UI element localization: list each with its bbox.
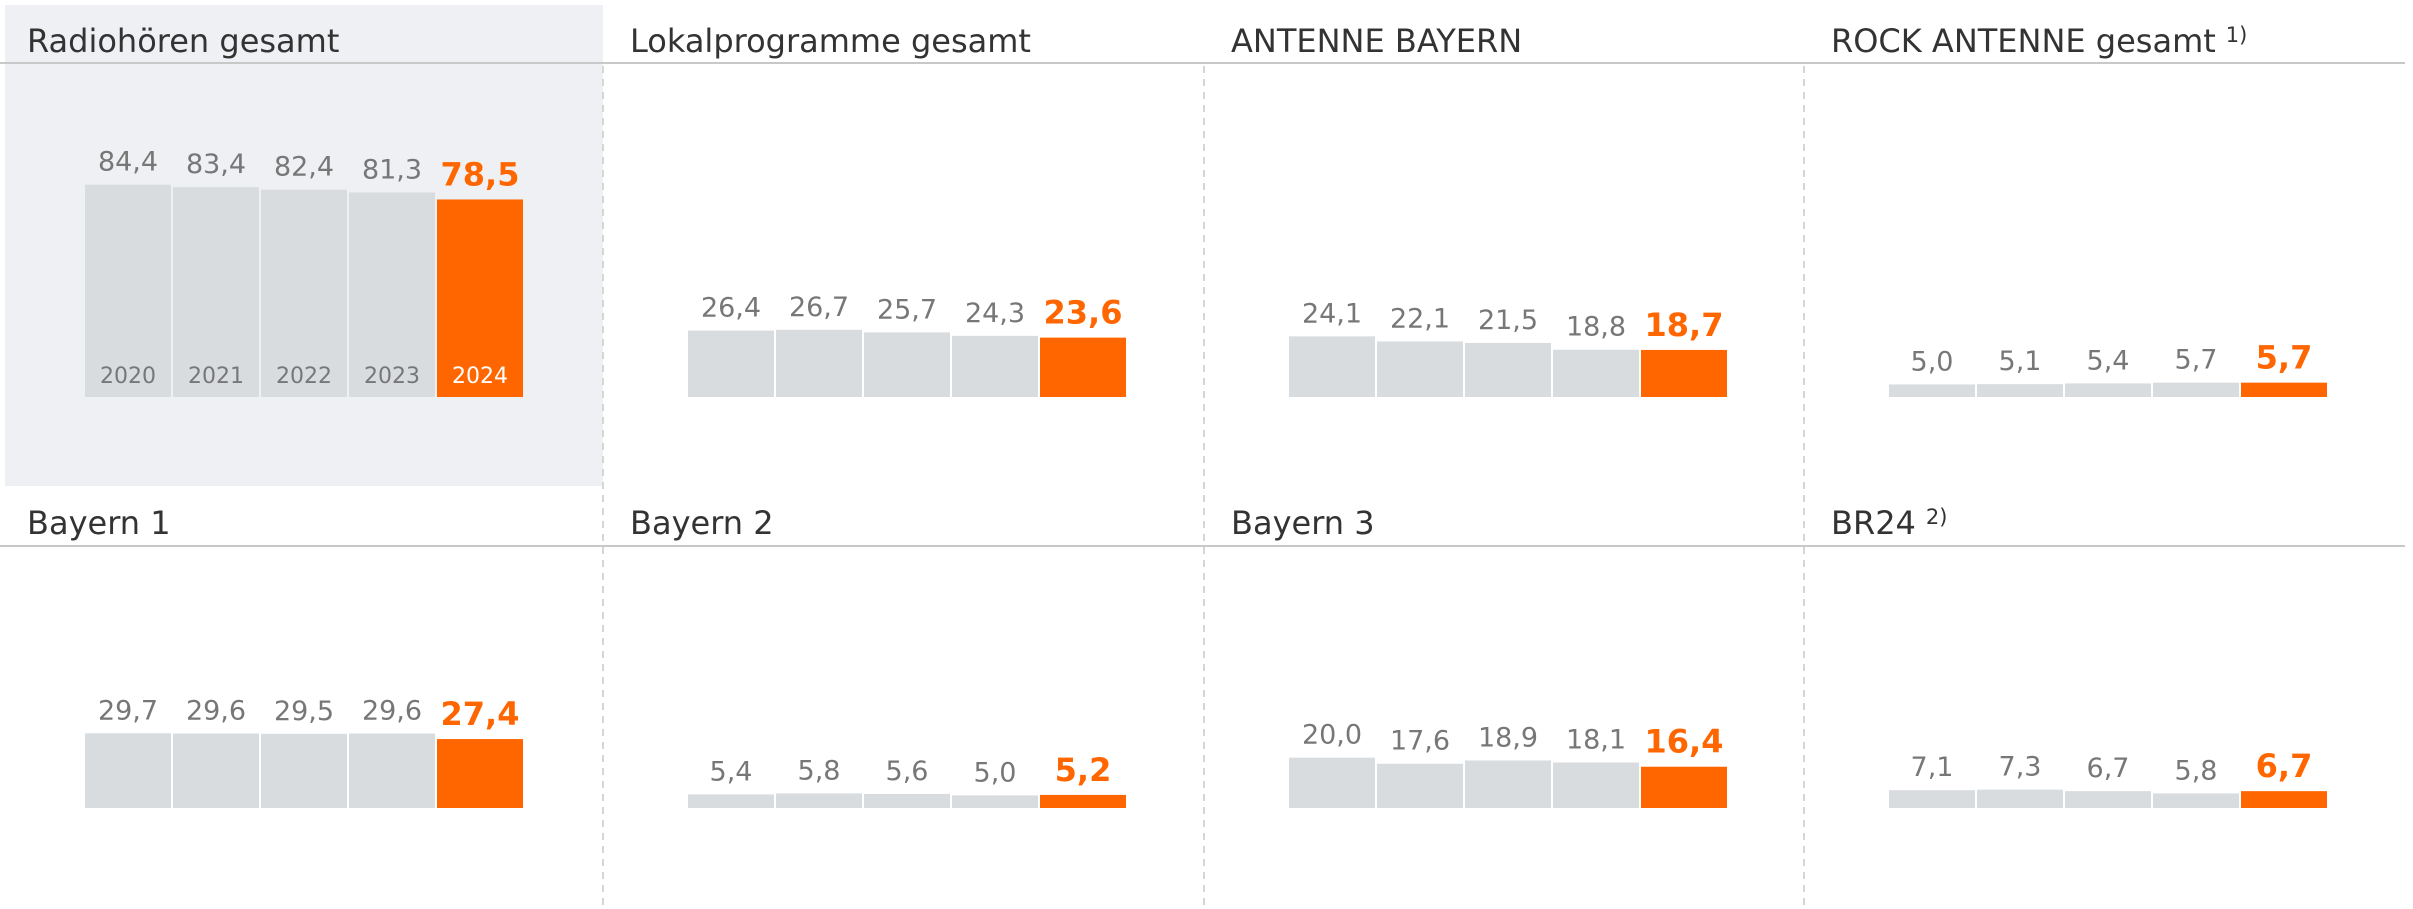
value-label-highlight: 27,4 [441,695,520,733]
bar [776,329,862,397]
category-label: 2020 [100,364,156,389]
bar [2241,382,2327,397]
value-label: 29,6 [186,696,246,727]
value-label: 81,3 [362,154,422,185]
bar [688,794,774,808]
value-label-highlight: 18,7 [1645,306,1724,344]
value-label-highlight: 23,6 [1044,294,1123,332]
chart-title: Bayern 3 [1231,504,1375,542]
bar [1465,760,1551,808]
category-label: 2024 [452,364,508,389]
bar [173,733,259,808]
bar [2065,383,2151,397]
value-label: 24,3 [965,298,1025,329]
bar [864,793,950,808]
bar [349,733,435,808]
bar [688,330,774,397]
chart-title: Bayern 2 [630,504,774,542]
bar [2153,382,2239,397]
bar [952,795,1038,808]
bar [85,184,171,397]
value-label: 20,0 [1302,720,1362,751]
value-label-highlight: 5,2 [1055,751,1112,789]
value-label: 5,6 [886,756,929,787]
bar [85,733,171,808]
footnote-marker: 1) [2226,23,2248,47]
value-label: 7,3 [1999,752,2042,783]
category-label: 2023 [364,364,420,389]
value-label: 5,0 [1911,346,1954,377]
value-label: 29,6 [362,696,422,727]
value-label: 25,7 [877,294,937,325]
value-label: 5,1 [1999,346,2042,377]
chart-title: Bayern 1 [27,504,171,542]
bar [1377,763,1463,808]
bar [437,739,523,808]
value-label: 18,1 [1566,724,1626,755]
value-label: 26,4 [701,293,761,324]
category-label: 2021 [188,364,244,389]
bar [1889,790,1975,808]
bar [1289,757,1375,808]
bar [261,189,347,397]
bar [437,199,523,397]
chart-title: ANTENNE BAYERN [1231,22,1522,60]
value-label: 29,5 [274,696,334,727]
value-label: 82,4 [274,152,334,183]
chart-title: Radiohören gesamt [27,22,339,60]
value-label: 17,6 [1390,726,1450,757]
value-label: 18,9 [1478,722,1538,753]
value-label-highlight: 16,4 [1645,723,1724,761]
value-label: 24,1 [1302,298,1362,329]
bar [1040,794,1126,808]
value-label: 21,5 [1478,305,1538,336]
bar [1465,342,1551,397]
bar [261,733,347,808]
value-label-highlight: 78,5 [441,155,520,193]
category-label: 2022 [276,364,332,389]
bar [1889,384,1975,397]
value-label: 6,7 [2087,753,2130,784]
value-label: 5,7 [2175,345,2218,376]
bar [349,192,435,397]
value-label: 29,7 [98,695,158,726]
value-label: 5,4 [2087,345,2130,376]
value-label: 18,8 [1566,312,1626,343]
bar [2241,791,2327,808]
bar [1289,336,1375,397]
chart-title: Lokalprogramme gesamt [630,22,1031,60]
value-label-highlight: 6,7 [2256,747,2313,785]
value-label: 5,8 [798,755,841,786]
bar [1641,766,1727,808]
bar [776,793,862,808]
bar [2065,791,2151,808]
bar [1977,789,2063,808]
footnote-marker: 2) [1926,505,1948,529]
bar [1641,349,1727,397]
bar [864,332,950,397]
value-label: 83,4 [186,149,246,180]
value-label: 7,1 [1911,752,1954,783]
value-label: 22,1 [1390,303,1450,334]
bar [1977,384,2063,397]
value-label: 84,4 [98,147,158,178]
value-label: 26,7 [789,292,849,323]
bar [1377,341,1463,397]
value-label-highlight: 5,7 [2256,339,2313,377]
bar [2153,793,2239,808]
value-label: 5,4 [710,756,753,787]
bar [1040,337,1126,397]
bar [173,187,259,397]
chart-title: ROCK ANTENNE gesamt [1831,22,2216,60]
chart-title: BR24 [1831,504,1916,542]
value-label: 5,0 [974,757,1017,788]
bar [952,335,1038,397]
bar [1553,762,1639,808]
bar [1553,349,1639,397]
value-label: 5,8 [2175,755,2218,786]
